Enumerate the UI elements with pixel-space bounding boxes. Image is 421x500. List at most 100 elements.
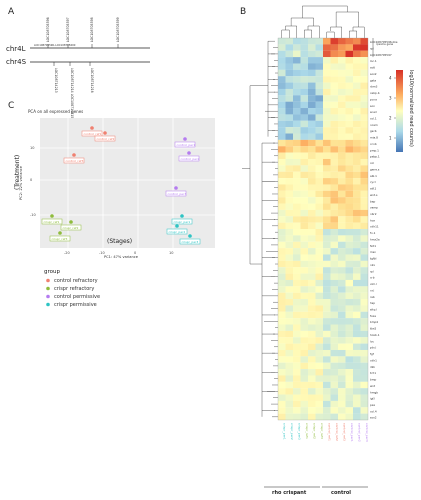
heatmap-cell [345,375,354,382]
heatmap-cell [338,349,346,357]
heatmap-cell [345,349,354,357]
heatmap-cell [330,146,339,153]
heatmap-cell [293,203,301,210]
heatmap-cell [300,101,309,109]
heatmap-cell [315,267,324,274]
heatmap-cell [338,139,346,147]
heatmap-cell [278,248,286,255]
heatmap-cell [330,324,339,331]
heatmap-cell [353,279,361,287]
heatmap-cell [353,82,361,89]
heatmap-cell [285,69,294,77]
heatmap-cell [323,165,331,172]
heatmap-cell [278,235,286,242]
heatmap-cell [338,178,346,185]
heatmap-cell [353,216,361,223]
heatmap-cell [330,203,339,210]
heatmap-cell [300,50,309,58]
heatmap-cell [360,139,369,147]
heatmap-cell [315,279,324,287]
heatmap-cell [323,108,331,115]
heatmap-cell [300,139,309,147]
heatmap-cell [330,381,339,389]
heatmap-cell [353,260,361,268]
heatmap-cell [353,171,361,179]
heatmap-cell [353,349,361,357]
heatmap-cell [360,190,369,198]
heatmap-cell [285,400,294,408]
heatmap-cell [353,311,361,319]
row-label: dkk [370,365,375,369]
group-left-label: rho crispant [272,490,307,496]
heatmap-cell [293,318,301,325]
pca-point [175,224,179,228]
heatmap-cell [360,171,369,179]
heatmap-cell [285,286,294,293]
heatmap-cell [308,318,316,325]
heatmap-cell [330,248,339,255]
heatmap-cell [360,127,369,134]
heatmap-cell [338,311,346,319]
heatmap-cell [285,209,294,217]
heatmap-cell [345,152,354,160]
heatmap-cell [323,184,331,191]
heatmap-cell [323,299,331,306]
heatmap-cell [308,349,316,357]
heatmap-cell [278,203,286,210]
heatmap-cell [293,216,301,223]
heatmap-cell [308,260,316,268]
heatmap-cell [293,292,301,300]
heatmap-cell [353,400,361,408]
heatmap-cell [300,197,309,204]
heatmap-cell [285,146,294,153]
legend-swatch [46,286,50,291]
heatmap-cell [315,407,324,414]
heatmap-cell [315,330,324,338]
heatmap-cell [353,305,361,312]
heatmap-cell [293,279,301,287]
heatmap-cell [308,158,316,166]
heatmap-cell [323,324,331,331]
row-label: ncam [370,123,378,127]
x-tick-label: -20 [64,251,70,255]
heatmap-cell [345,222,354,230]
heatmap-cell [300,57,309,64]
column-label: control_per3 [365,423,369,442]
heatmap-cell [353,254,361,261]
pca-point-label: control_ref1 [84,132,102,136]
heatmap-cell [360,114,369,121]
heatmap-cell [330,273,339,280]
heatmap-cell [345,184,354,191]
heatmap-cell [308,394,316,401]
pca-point [180,214,184,218]
row-label: crb [370,276,375,280]
heatmap [277,37,369,421]
heatmap-cell [300,76,309,83]
heatmap-cell [300,63,309,70]
heatmap-cell [285,95,294,102]
heatmap-cell [338,369,346,376]
heatmap-cell [278,330,286,338]
heatmap-cell [278,95,286,102]
heatmap-cell [293,171,301,179]
heatmap-cell [353,178,361,185]
heatmap-cell [308,241,316,249]
pca-point-label-box [165,190,187,197]
legend-item: crispr refractory [54,286,94,292]
top-gene-label: LOC108705598 [90,17,94,42]
row-label: col.4 [370,409,377,413]
heatmap-cell [323,178,331,185]
heatmap-cell [338,305,346,312]
heatmap-cell [353,394,361,401]
heatmap-cell [360,248,369,255]
heatmap-cell [308,388,316,395]
pca-point [50,214,54,218]
heatmap-cell [360,229,369,236]
heatmap-cell [285,273,294,280]
heatmap-cell [360,38,369,45]
heatmap-cell [360,343,369,351]
pca-point-label-box [171,218,193,225]
heatmap-cell [300,114,309,121]
heatmap-cell [330,362,339,370]
heatmap-cell [338,82,346,89]
